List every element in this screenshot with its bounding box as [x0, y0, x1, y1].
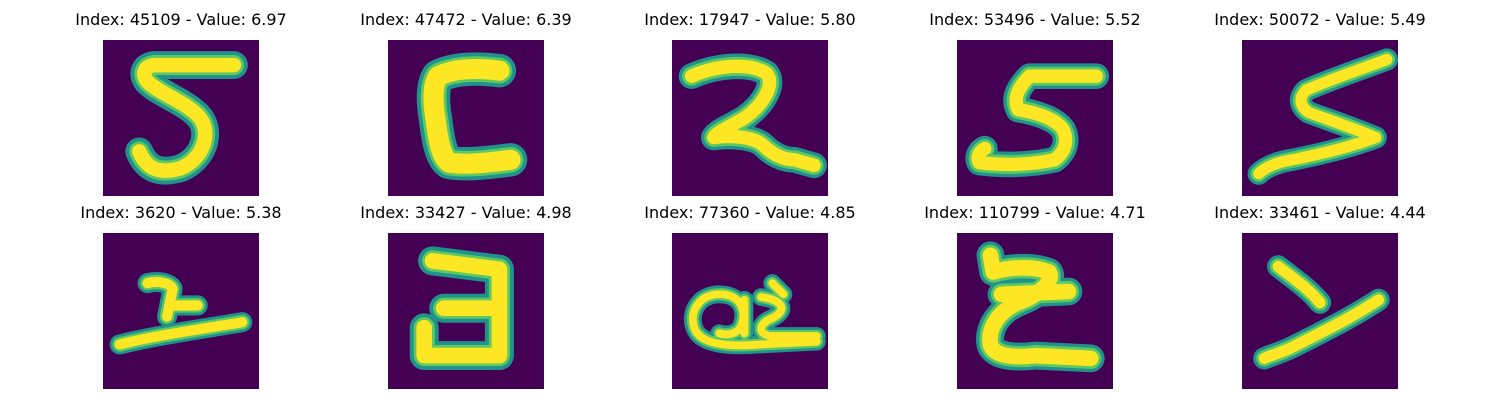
panel-title: Index: 33461 - Value: 4.44: [1214, 203, 1426, 222]
image-panel-7: Index: 33427 - Value: 4.98: [360, 203, 572, 389]
panel-title: Index: 33427 - Value: 4.98: [360, 203, 572, 222]
digit-image: [103, 233, 259, 389]
panel-title: Index: 45109 - Value: 6.97: [75, 10, 287, 29]
image-panel-1: Index: 45109 - Value: 6.97: [75, 10, 287, 196]
image-panel-10: Index: 33461 - Value: 4.44: [1214, 203, 1426, 389]
digit-image: [1242, 40, 1398, 196]
panel-title: Index: 110799 - Value: 4.71: [924, 203, 1146, 222]
image-panel-8: Index: 77360 - Value: 4.85: [644, 203, 856, 389]
panel-title: Index: 77360 - Value: 4.85: [644, 203, 856, 222]
digit-image: [388, 233, 544, 389]
digit-image: [957, 233, 1113, 389]
image-panel-9: Index: 110799 - Value: 4.71: [924, 203, 1146, 389]
image-panel-5: Index: 50072 - Value: 5.49: [1214, 10, 1426, 196]
panel-title: Index: 50072 - Value: 5.49: [1214, 10, 1426, 29]
digit-image: [103, 40, 259, 196]
digit-image: [672, 40, 828, 196]
panel-title: Index: 47472 - Value: 6.39: [360, 10, 572, 29]
digit-image: [1242, 233, 1398, 389]
panel-title: Index: 3620 - Value: 5.38: [80, 203, 282, 222]
digit-image: [388, 40, 544, 196]
digit-image: [672, 233, 828, 389]
digit-image: [957, 40, 1113, 196]
image-panel-3: Index: 17947 - Value: 5.80: [644, 10, 856, 196]
image-panel-6: Index: 3620 - Value: 5.38: [80, 203, 282, 389]
image-panel-2: Index: 47472 - Value: 6.39: [360, 10, 572, 196]
panel-title: Index: 53496 - Value: 5.52: [929, 10, 1141, 29]
panel-title: Index: 17947 - Value: 5.80: [644, 10, 856, 29]
image-panel-4: Index: 53496 - Value: 5.52: [929, 10, 1141, 196]
